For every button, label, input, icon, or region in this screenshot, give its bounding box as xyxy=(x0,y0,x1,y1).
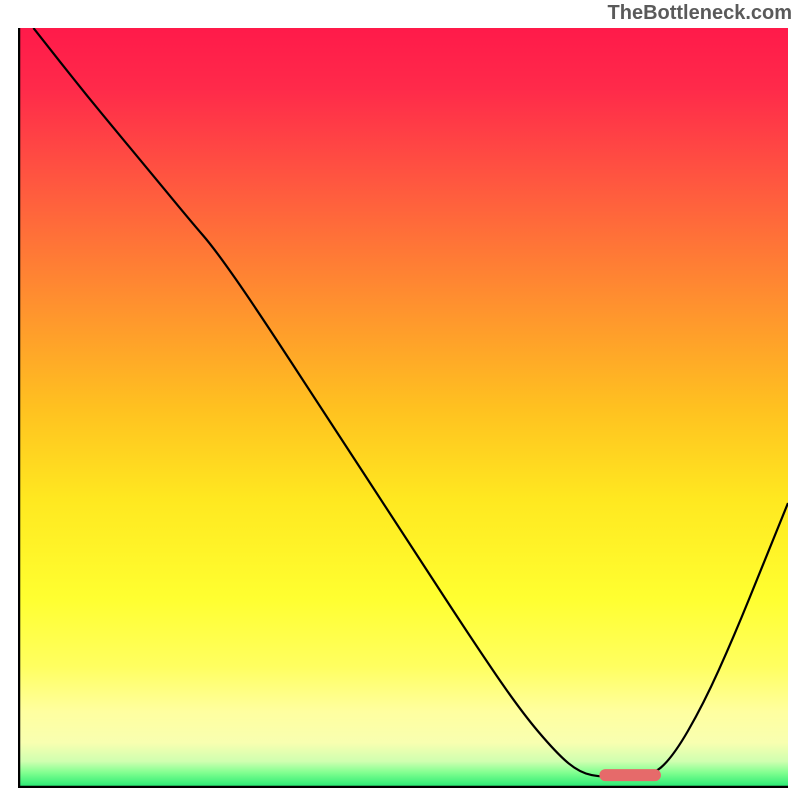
watermark-text: TheBottleneck.com xyxy=(608,2,792,25)
optimal-marker xyxy=(599,769,661,781)
bottleneck-curve xyxy=(33,28,788,777)
plot-area xyxy=(18,28,788,788)
curve-overlay xyxy=(18,28,788,788)
chart-container: TheBottleneck.com xyxy=(0,0,800,800)
